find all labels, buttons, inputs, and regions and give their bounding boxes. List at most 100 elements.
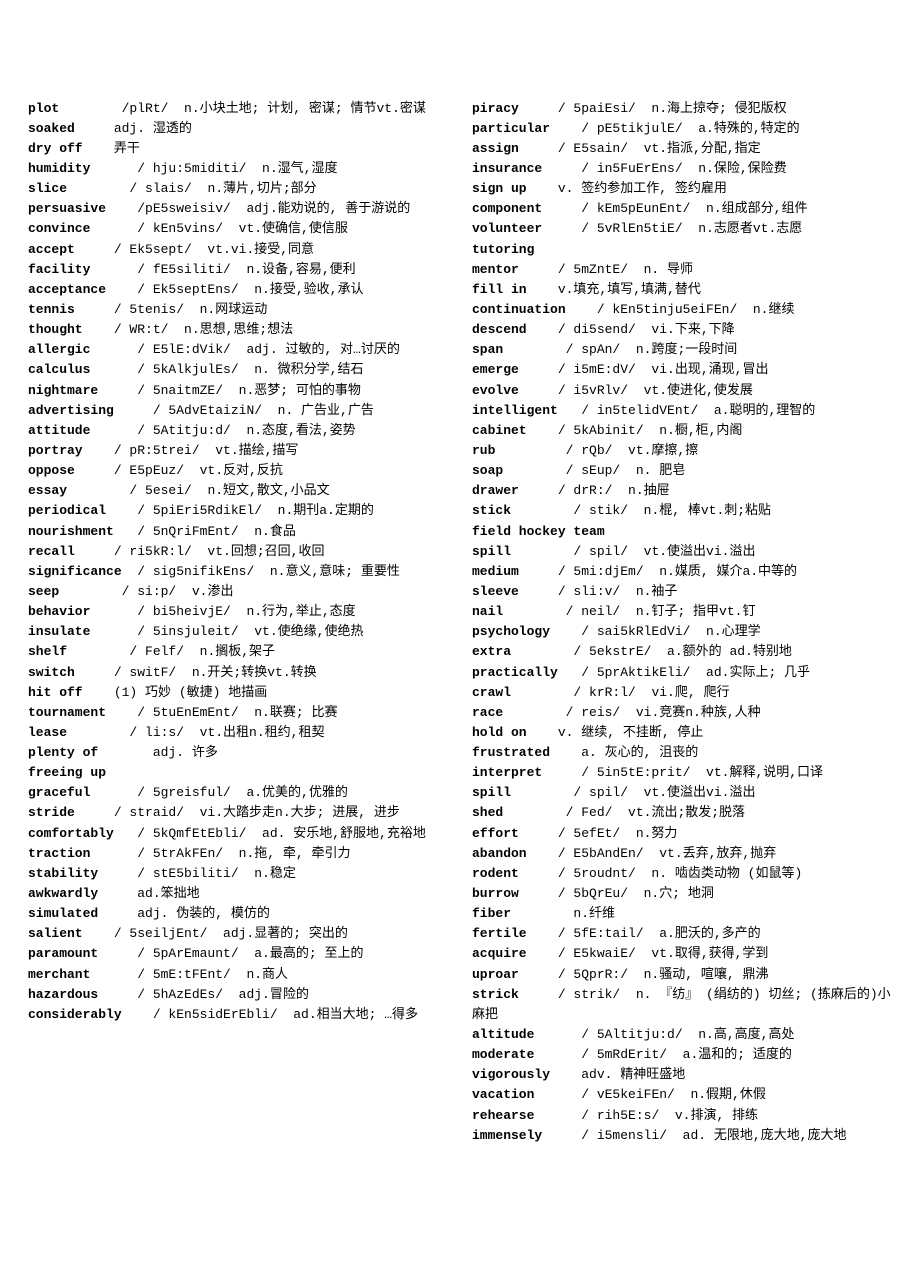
vocab-word: insulate [28, 624, 90, 639]
vocab-definition: ad.笨拙地 [98, 886, 199, 901]
vocab-word: thought [28, 322, 83, 337]
vocab-word: persuasive [28, 201, 106, 216]
vocab-word: acceptance [28, 282, 106, 297]
vocab-definition: / li:s/ vt.出租n.租约,租契 [67, 725, 324, 740]
vocab-word: continuation [472, 302, 566, 317]
vocab-word: spill [472, 544, 511, 559]
vocab-word: vigorously [472, 1067, 550, 1082]
right-entry: nail / neil/ n.钉子; 指甲vt.钉 [472, 602, 892, 622]
left-entry: awkwardly ad.笨拙地 [28, 884, 448, 904]
vocab-definition: / sEup/ n. 肥皂 [503, 463, 685, 478]
right-entry: tutoring [472, 240, 892, 260]
vocab-word: spill [472, 785, 511, 800]
vocab-word: drawer [472, 483, 519, 498]
right-entry: evolve / i5vRlv/ vt.使进化,使发展 [472, 381, 892, 401]
vocab-word: comfortably [28, 826, 114, 841]
vocab-definition: adj. 伪装的, 模仿的 [98, 906, 270, 921]
right-entry: effort / 5efEt/ n.努力 [472, 824, 892, 844]
vocab-definition: /pE5sweisiv/ adj.能劝说的, 善于游说的 [106, 201, 410, 216]
vocab-word: acquire [472, 946, 527, 961]
right-entry: rub / rQb/ vt.摩擦,擦 [472, 441, 892, 461]
vocab-definition: 弄干 [83, 141, 140, 156]
vocab-word: frustrated [472, 745, 550, 760]
vocab-definition: / 5efEt/ n.努力 [519, 826, 678, 841]
left-entry: comfortably / 5kQmfEtEbli/ ad. 安乐地,舒服地,充… [28, 824, 448, 844]
right-entry: field hockey team [472, 522, 892, 542]
vocab-definition: / drR:/ n.抽屉 [519, 483, 670, 498]
vocab-word: piracy [472, 101, 519, 116]
vocab-word: portray [28, 443, 83, 458]
vocab-definition: / krR:l/ vi.爬, 爬行 [511, 685, 729, 700]
vocab-definition: / 5esei/ n.短文,散文,小品文 [67, 483, 330, 498]
vocab-definition: / 5roudnt/ n. 啮齿类动物 (如鼠等) [519, 866, 802, 881]
vocab-word: attitude [28, 423, 90, 438]
left-entry: acceptance / Ek5septEns/ n.接受,验收,承认 [28, 280, 448, 300]
left-entry: plot /plRt/ n.小块土地; 计划, 密谋; 情节vt.密谋 [28, 99, 448, 119]
vocab-word: lease [28, 725, 67, 740]
vocab-word: span [472, 342, 503, 357]
right-entry: psychology / sai5kRlEdVi/ n.心理学 [472, 622, 892, 642]
vocab-definition: / di5send/ vi.下来,下降 [527, 322, 735, 337]
vocab-word: shelf [28, 644, 67, 659]
vocab-definition: / 5naitmZE/ n.恶梦; 可怕的事物 [98, 383, 361, 398]
right-entry: fiber n.纤维 [472, 904, 892, 924]
right-entry: soap / sEup/ n. 肥皂 [472, 461, 892, 481]
vocab-definition: / in5FuErEns/ n.保险,保险费 [542, 161, 786, 176]
vocab-word: nail [472, 604, 503, 619]
vocab-word: fertile [472, 926, 527, 941]
left-entry: nourishment / 5nQriFmEnt/ n.食品 [28, 522, 448, 542]
left-entry: considerably / kEn5sidErEbli/ ad.相当大地; …… [28, 1005, 448, 1025]
right-entry: component / kEm5pEunEnt/ n.组成部分,组件 [472, 199, 892, 219]
vocab-definition: / 5paiEsi/ n.海上掠夺; 侵犯版权 [519, 101, 787, 116]
right-entry: fertile / 5fE:tail/ a.肥沃的,多产的 [472, 924, 892, 944]
right-entry: hold on v. 继续, 不挂断, 停止 [472, 723, 892, 743]
left-entry: traction / 5trAkFEn/ n.拖, 牵, 牵引力 [28, 844, 448, 864]
left-entry: allergic / E5lE:dVik/ adj. 过敏的, 对…讨厌的 [28, 340, 448, 360]
right-entry: vigorously adv. 精神旺盛地 [472, 1065, 892, 1085]
right-entry: continuation / kEn5tinju5eiFEn/ n.继续 [472, 300, 892, 320]
left-entry: facility / fE5siliti/ n.设备,容易,便利 [28, 260, 448, 280]
left-entry: freeing up [28, 763, 448, 783]
vocab-word: crawl [472, 685, 511, 700]
vocab-definition: / 5Atitju:d/ n.态度,看法,姿势 [90, 423, 355, 438]
vocab-definition: / sig5nifikEns/ n.意义,意味; 重要性 [122, 564, 400, 579]
vocab-word: plenty of [28, 745, 98, 760]
vocab-word: awkwardly [28, 886, 98, 901]
vocab-definition: / kEn5tinju5eiFEn/ n.继续 [566, 302, 795, 317]
vocab-definition: / 5QprR:/ n.骚动, 喧嚷, 鼎沸 [519, 967, 769, 982]
vocab-definition: / fE5siliti/ n.设备,容易,便利 [90, 262, 355, 277]
vocab-definition: / 5mRdErit/ a.温和的; 适度的 [534, 1047, 791, 1062]
vocab-word: facility [28, 262, 90, 277]
left-entry: hazardous / 5hAzEdEs/ adj.冒险的 [28, 985, 448, 1005]
right-entry: burrow / 5bQrEu/ n.穴; 地洞 [472, 884, 892, 904]
vocab-word: switch [28, 665, 75, 680]
left-entry: advertising / 5AdvEtaiziN/ n. 广告业,广告 [28, 401, 448, 421]
vocab-word: sign up [472, 181, 527, 196]
right-entry: rehearse / rih5E:s/ v.排演, 排练 [472, 1106, 892, 1126]
vocab-definition: / 5hAzEdEs/ adj.冒险的 [98, 987, 309, 1002]
vocab-word: assign [472, 141, 519, 156]
vocab-word: tournament [28, 705, 106, 720]
left-entry: soaked adj. 湿透的 [28, 119, 448, 139]
vocab-word: stick [472, 503, 511, 518]
right-entry: spill / spil/ vt.使溢出vi.溢出 [472, 542, 892, 562]
vocab-word: psychology [472, 624, 550, 639]
left-entry: thought / WR:t/ n.思想,思维;想法 [28, 320, 448, 340]
vocab-definition: / pE5tikjulE/ a.特殊的,特定的 [550, 121, 800, 136]
left-entry: convince / kEn5vins/ vt.使确信,使信服 [28, 219, 448, 239]
vocab-definition: (1) 巧妙 (敏捷) 地描画 [83, 685, 268, 700]
left-entry: seep / si:p/ v.渗出 [28, 582, 448, 602]
vocab-word: particular [472, 121, 550, 136]
right-entry: sign up v. 签约参加工作, 签约雇用 [472, 179, 892, 199]
vocab-definition: / Ek5septEns/ n.接受,验收,承认 [106, 282, 363, 297]
right-entry: fill in v.填充,填写,填满,替代 [472, 280, 892, 300]
vocab-word: recall [28, 544, 75, 559]
vocab-definition: / spil/ vt.使溢出vi.溢出 [511, 785, 755, 800]
right-entry: crawl / krR:l/ vi.爬, 爬行 [472, 683, 892, 703]
vocab-word: freeing up [28, 765, 106, 780]
vocab-definition: / vE5keiFEn/ n.假期,休假 [534, 1087, 765, 1102]
vocab-definition: a. 灰心的, 沮丧的 [550, 745, 698, 760]
vocab-definition: / 5seiljEnt/ adj.显著的; 突出的 [83, 926, 348, 941]
vocab-word: burrow [472, 886, 519, 901]
vocab-definition: / sli:v/ n.袖子 [519, 584, 678, 599]
